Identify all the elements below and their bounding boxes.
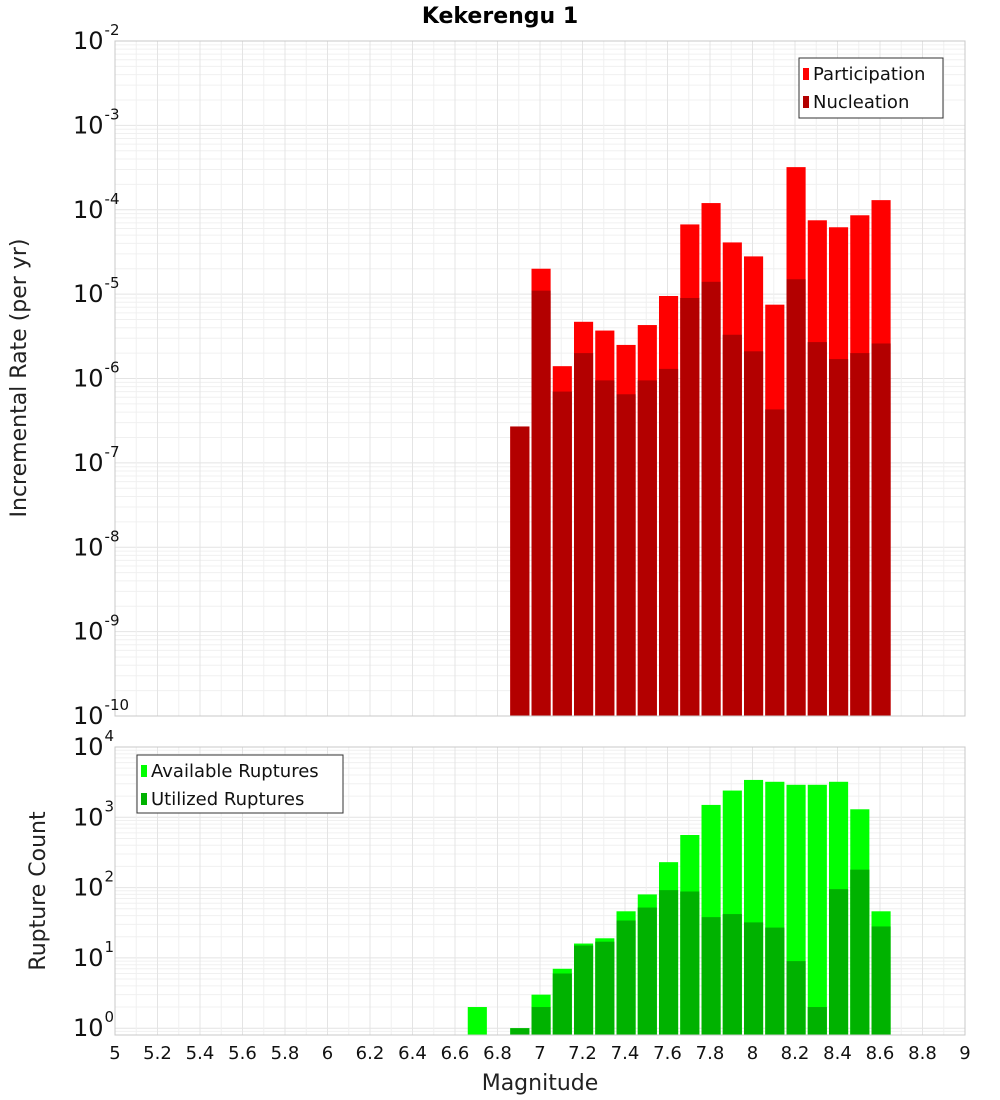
bottom-bar-utilized-ruptures xyxy=(850,869,870,1035)
top-bar-nucleation xyxy=(744,351,764,716)
bottom-bar-utilized-ruptures xyxy=(659,890,679,1035)
x-tick-label: 5.6 xyxy=(228,1043,257,1064)
bottom-bar-utilized-ruptures xyxy=(701,917,721,1035)
bottom-bar-utilized-ruptures xyxy=(829,889,849,1035)
bottom-bar-utilized-ruptures xyxy=(531,1007,551,1035)
top-bar-nucleation xyxy=(765,409,785,716)
top-bar-nucleation xyxy=(574,353,594,716)
x-tick-label: 5.2 xyxy=(143,1043,172,1064)
x-tick-label: 6.2 xyxy=(356,1043,385,1064)
top-bar-nucleation xyxy=(552,391,572,716)
bottom-y-tick-label: 100 xyxy=(73,1008,114,1042)
x-tick-label: 7.2 xyxy=(568,1043,597,1064)
chart-title: Kekerengu 1 xyxy=(422,4,578,29)
bottom-y-tick-label: 103 xyxy=(73,797,114,831)
x-tick-label: 7.4 xyxy=(611,1043,640,1064)
top-y-tick-label: 10-8 xyxy=(73,527,120,561)
bottom-legend-swatch xyxy=(141,765,147,777)
bottom-bar-utilized-ruptures xyxy=(680,891,700,1035)
x-tick-label: 8 xyxy=(747,1043,758,1064)
top-bar-nucleation xyxy=(722,334,742,716)
top-bar-nucleation xyxy=(595,380,615,716)
bottom-bar-utilized-ruptures xyxy=(552,973,572,1035)
x-tick-label: 8.8 xyxy=(908,1043,937,1064)
bottom-y-tick-label: 104 xyxy=(73,727,114,761)
x-axis-label: Magnitude xyxy=(482,1071,599,1096)
top-y-tick-label: 10-2 xyxy=(73,21,120,55)
top-bar-nucleation xyxy=(659,368,679,716)
bottom-bar-utilized-ruptures xyxy=(744,922,764,1035)
x-tick-label: 6 xyxy=(322,1043,333,1064)
top-legend-swatch xyxy=(803,96,809,108)
bottom-bar-available-ruptures xyxy=(467,1007,487,1035)
top-plot-frame xyxy=(114,40,966,717)
bottom-y-axis-label: Rupture Count xyxy=(26,811,51,971)
x-tick-label: 6.4 xyxy=(398,1043,427,1064)
x-tick-label: 6.6 xyxy=(441,1043,470,1064)
bottom-bar-utilized-ruptures xyxy=(574,945,594,1035)
x-tick-label: 6.8 xyxy=(483,1043,512,1064)
top-bar-nucleation xyxy=(616,394,636,716)
bottom-bar-utilized-ruptures xyxy=(595,941,615,1035)
top-legend-box xyxy=(798,57,944,119)
top-bar-nucleation xyxy=(510,426,530,716)
top-y-axis-label: Incremental Rate (per yr) xyxy=(7,239,32,518)
top-bar-nucleation xyxy=(701,281,721,716)
x-tick-label: 7 xyxy=(534,1043,545,1064)
top-bar-nucleation xyxy=(531,290,551,716)
top-bar-nucleation xyxy=(680,297,700,716)
top-bar-nucleation xyxy=(850,353,870,716)
bottom-bar-utilized-ruptures xyxy=(722,914,742,1035)
top-y-tick-label: 10-5 xyxy=(73,274,120,308)
bottom-bar-utilized-ruptures xyxy=(871,926,891,1035)
rate-plot: 10-2 10-3 10-4 10-5 10-6 10-7 10-8 10-9 10-10 Par… xyxy=(73,21,966,730)
top-legend-label: Participation xyxy=(813,64,925,85)
top-legend: Participation Nucleation xyxy=(798,57,944,119)
top-legend-swatch xyxy=(803,68,809,80)
x-tick-label: 8.2 xyxy=(781,1043,810,1064)
top-bar-nucleation xyxy=(871,343,891,716)
top-y-tick-label: 10-3 xyxy=(73,105,120,139)
x-tick-label: 5.8 xyxy=(271,1043,300,1064)
top-y-tick-label: 10-10 xyxy=(73,696,129,730)
top-bar-nucleation xyxy=(829,359,849,716)
top-y-tick-label: 10-4 xyxy=(73,190,120,224)
rupture-count-plot: 104 103 102 101 100 Available Ruptures Utilize… xyxy=(73,727,971,1064)
bottom-legend-swatch xyxy=(141,793,147,805)
top-bar-nucleation xyxy=(807,342,827,716)
bottom-legend-label: Utilized Ruptures xyxy=(151,789,304,810)
top-bar-nucleation xyxy=(637,380,657,716)
bottom-y-tick-label: 102 xyxy=(73,868,114,902)
bottom-legend: Available Ruptures Utilized Ruptures xyxy=(136,754,344,814)
bottom-bar-utilized-ruptures xyxy=(510,1028,530,1035)
x-tick-label: 5.4 xyxy=(186,1043,215,1064)
top-y-tick-label: 10-9 xyxy=(73,612,120,646)
bottom-plot-frame xyxy=(114,746,966,1036)
top-y-tick-label: 10-6 xyxy=(73,359,120,393)
bottom-legend-label: Available Ruptures xyxy=(151,761,319,782)
bottom-bar-available-ruptures xyxy=(807,784,827,1035)
top-bar-nucleation xyxy=(786,279,806,716)
bottom-bar-utilized-ruptures xyxy=(786,961,806,1035)
x-tick-label: 8.4 xyxy=(823,1043,852,1064)
x-tick-label: 8.6 xyxy=(866,1043,895,1064)
bottom-bar-utilized-ruptures xyxy=(637,907,657,1035)
bottom-bar-utilized-ruptures xyxy=(807,1007,827,1035)
x-tick-label: 7.8 xyxy=(696,1043,725,1064)
top-y-tick-label: 10-7 xyxy=(73,443,120,477)
bottom-y-tick-label: 101 xyxy=(73,938,114,972)
top-legend-label: Nucleation xyxy=(813,92,909,113)
x-tick-label: 7.6 xyxy=(653,1043,682,1064)
bottom-bar-utilized-ruptures xyxy=(765,927,785,1035)
bottom-bar-utilized-ruptures xyxy=(616,920,636,1035)
x-tick-label: 9 xyxy=(959,1043,970,1064)
bottom-legend-box xyxy=(136,754,344,814)
x-tick-label: 5 xyxy=(109,1043,120,1064)
